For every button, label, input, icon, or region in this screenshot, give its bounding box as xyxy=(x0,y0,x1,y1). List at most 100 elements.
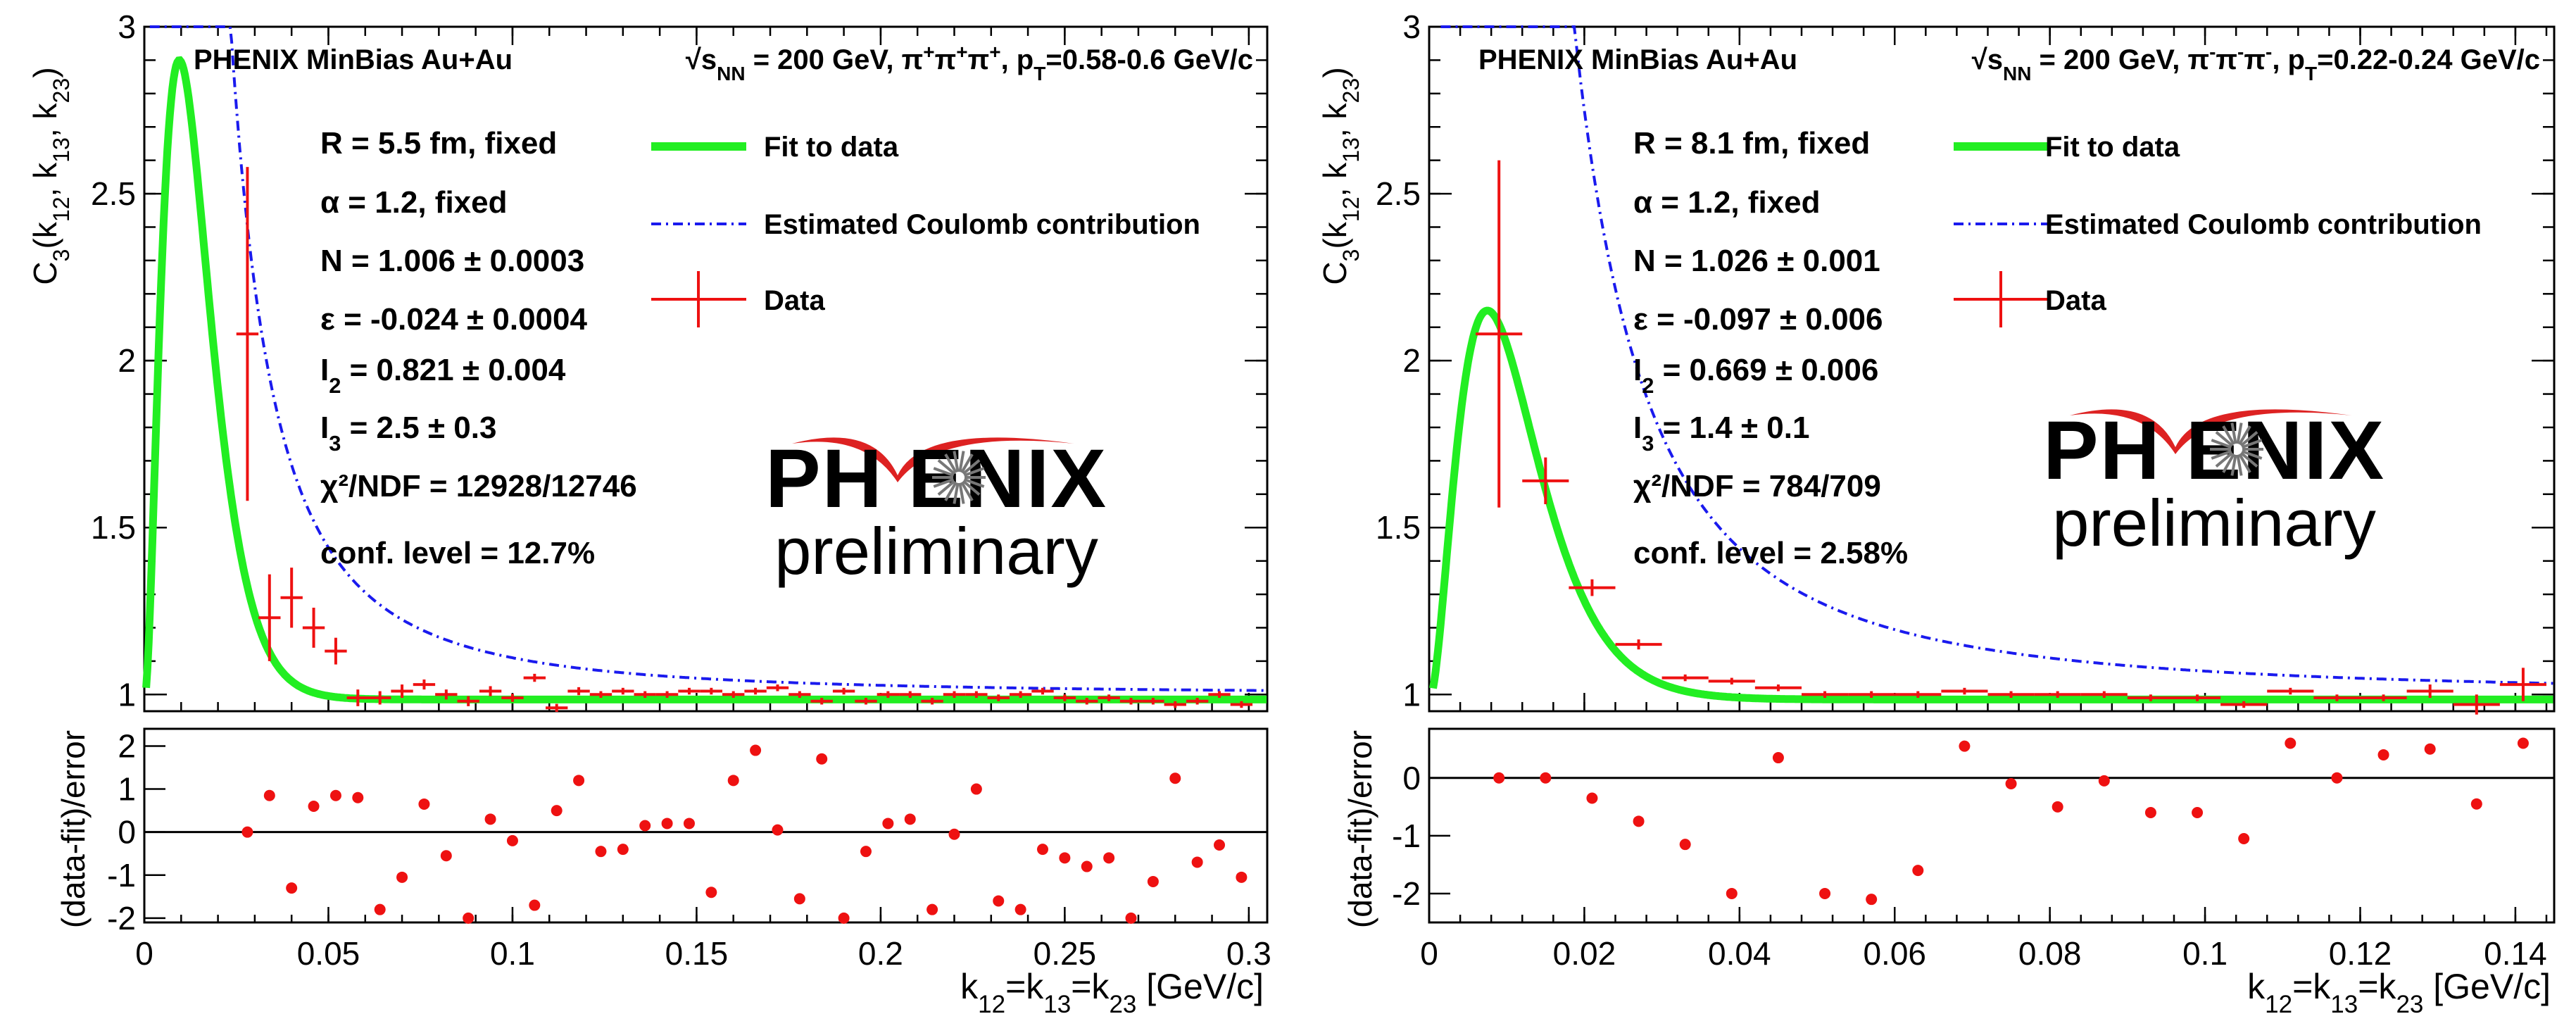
x-tick-label: 0.2 xyxy=(858,935,903,972)
fit-parameter: N = 1.026 ± 0.001 xyxy=(1633,244,1880,278)
logo-star-ray xyxy=(963,467,985,477)
main-plot-frame xyxy=(1428,25,2556,713)
residual-point xyxy=(1081,860,1093,872)
residual-point xyxy=(374,903,386,915)
residual-point xyxy=(286,882,298,894)
logo-star-ray xyxy=(2236,454,2243,476)
y-tick-label: 1.5 xyxy=(91,509,136,546)
residual-point xyxy=(418,798,430,810)
residual-point xyxy=(926,903,938,915)
residual-point xyxy=(2285,737,2297,749)
residual-point xyxy=(793,893,805,905)
residual-point xyxy=(484,813,496,825)
residual-point xyxy=(772,824,784,836)
residual-point xyxy=(1493,772,1505,784)
x-tick-label: 0.14 xyxy=(2484,935,2547,972)
fit-parameter: R = 5.5 fm, fixed xyxy=(320,126,557,161)
legend-data-label: Data xyxy=(2045,285,2106,316)
residual-point xyxy=(1236,871,1248,883)
residual-y-tick-label: 1 xyxy=(118,771,136,808)
coulomb-curve xyxy=(1440,25,2553,685)
residual-point xyxy=(2517,737,2529,749)
logo-star-ray xyxy=(2230,422,2237,444)
x-tick-label: 0.12 xyxy=(2329,935,2392,972)
logo-star-ray xyxy=(937,480,956,496)
x-tick-label: 0 xyxy=(1420,935,1438,972)
residual-point xyxy=(1103,852,1115,864)
y-tick-label: 3 xyxy=(118,8,136,45)
fit-parameter: I2 = 0.821 ± 0.004 xyxy=(320,353,566,398)
logo-subtitle: preliminary xyxy=(2052,486,2376,560)
fit-parameter: N = 1.006 ± 0.0003 xyxy=(320,244,584,278)
logo-star-ray xyxy=(2239,431,2258,447)
residual-y-tick-label: 2 xyxy=(118,727,136,764)
energy-label: √sNN = 200 GeV, π-π-π-, pT=0.22-0.24 GeV… xyxy=(1972,41,2540,84)
residual-point xyxy=(2238,832,2250,844)
logo-star-ray xyxy=(953,451,960,472)
residual-point xyxy=(2098,775,2110,787)
logo-star-ray xyxy=(2215,451,2234,468)
residual-point xyxy=(2144,807,2156,819)
residual-y-tick-label: 0 xyxy=(118,814,136,851)
x-tick-label: 0.08 xyxy=(2018,935,2082,972)
residual-point xyxy=(816,753,828,765)
residual-plot-frame xyxy=(1428,727,2556,924)
residual-point xyxy=(617,844,629,856)
residual-point xyxy=(639,820,651,832)
fit-parameter: α = 1.2, fixed xyxy=(1633,185,1821,220)
logo-star-ray xyxy=(2222,425,2235,446)
logo-star-ray xyxy=(933,467,955,477)
x-tick-label: 0.1 xyxy=(2182,935,2228,972)
y-tick-label: 2 xyxy=(118,342,136,379)
fit-parameter: χ²/NDF = 784/709 xyxy=(1633,469,1881,503)
y-tick-label: 3 xyxy=(1402,8,1421,45)
logo-arc xyxy=(792,437,1074,482)
residual-point xyxy=(1772,752,1784,764)
fit-parameter: I3 = 2.5 ± 0.3 xyxy=(320,411,496,456)
residual-point xyxy=(1540,772,1552,784)
residual-y-axis-title: (data-fit)/error xyxy=(1342,730,1378,928)
logo-star-ray xyxy=(960,453,974,474)
x-tick-label: 0.06 xyxy=(1863,935,1926,972)
logo-star-ray xyxy=(2222,453,2235,473)
residual-point xyxy=(750,744,762,756)
logo-star-ray xyxy=(2230,454,2237,476)
residual-point xyxy=(1037,844,1048,856)
residual-point xyxy=(1866,894,1878,906)
residual-point xyxy=(595,846,607,858)
residual-point xyxy=(573,775,585,787)
residual-point xyxy=(882,818,894,829)
residual-point xyxy=(1819,887,1831,899)
legend-fit-label: Fit to data xyxy=(2045,132,2180,163)
logo-star-ray xyxy=(953,482,960,504)
x-tick-label: 0.3 xyxy=(1226,935,1271,972)
fit-parameter: ε = -0.024 ± 0.0004 xyxy=(320,302,587,337)
left-panel: 0 0.05 0.1 0.15 0.2 0.25 0.3 1 1.5 2 2.5 3 -2 -1 0 1 2 PH… xyxy=(27,8,1271,1018)
fit-curve xyxy=(142,56,1267,703)
logo-star-ray xyxy=(958,482,965,504)
logo-star-ray xyxy=(960,481,974,501)
logo-star-ray xyxy=(937,459,956,475)
right-panel: 0 0.02 0.04 0.06 0.08 0.1 0.12 0.14 1 1.5 2 2.5 3 -2 -… xyxy=(1317,8,2556,1018)
logo-star-icon xyxy=(2210,422,2263,476)
residual-point xyxy=(948,828,960,840)
logo-star-ray xyxy=(2241,449,2263,460)
logo-star-ray xyxy=(2211,439,2232,449)
residual-point xyxy=(993,895,1005,907)
y-tick-label: 2 xyxy=(1402,342,1421,379)
x-axis-title: k12=k13=k23 [GeV/c] xyxy=(2247,967,2551,1018)
residual-y-tick-label: -2 xyxy=(107,900,136,937)
residual-point xyxy=(463,912,475,924)
fit-parameter: χ²/NDF = 12928/12746 xyxy=(320,469,637,503)
legend-data-label: Data xyxy=(764,285,825,316)
residual-point xyxy=(1147,875,1159,887)
residual-point xyxy=(396,871,408,883)
legend-coulomb-label: Estimated Coulomb contribution xyxy=(2045,209,2482,240)
residual-point xyxy=(838,912,850,924)
residual-point xyxy=(1586,792,1598,804)
fit-parameter: conf. level = 2.58% xyxy=(1633,536,1908,570)
residual-point xyxy=(506,834,518,846)
fit-parameter: I3 = 1.4 ± 0.1 xyxy=(1633,411,1809,456)
residual-point xyxy=(1214,839,1226,851)
